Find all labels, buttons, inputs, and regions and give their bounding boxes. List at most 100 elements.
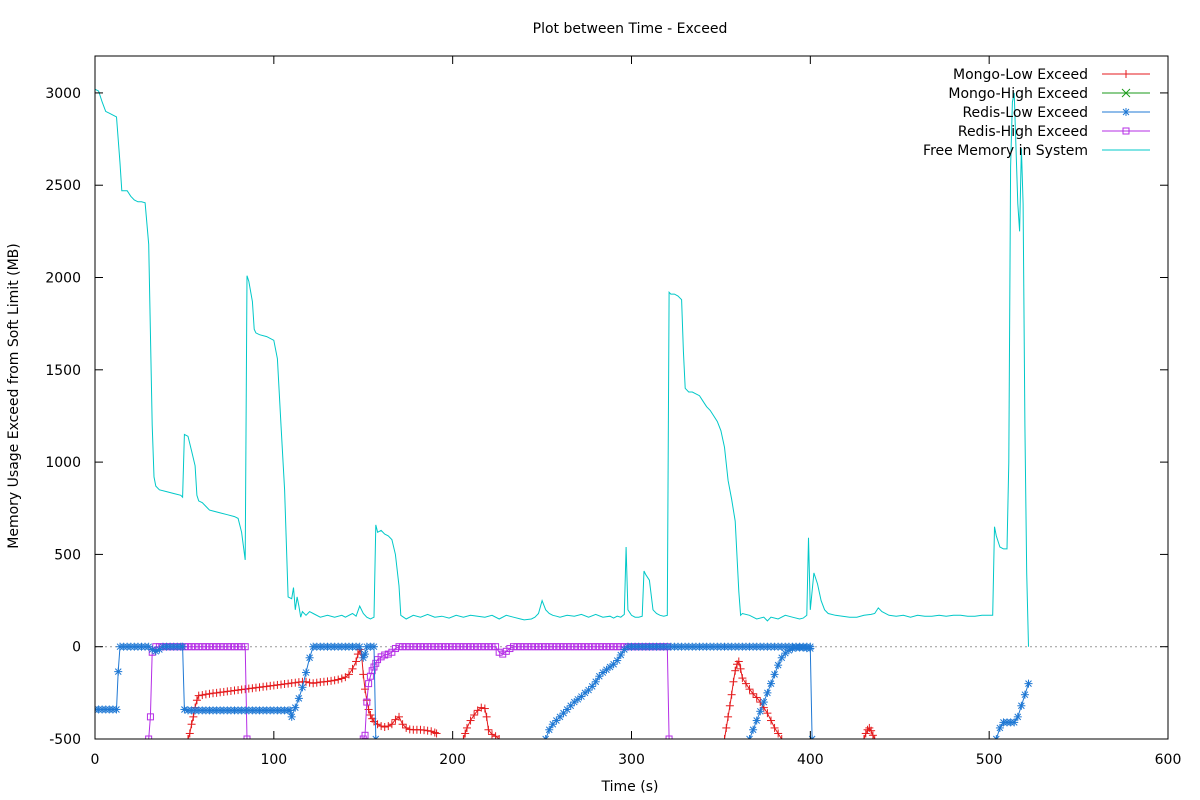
data-point-redis-high-exceed	[513, 643, 521, 651]
data-point-redis-high-exceed	[365, 680, 373, 688]
data-point-mongo-low-exceed	[488, 730, 497, 739]
legend-item-mongo-high-exceed: Mongo-High Exceed	[948, 86, 1150, 102]
data-point-redis-high-exceed	[577, 643, 585, 651]
data-point-redis-high-exceed	[456, 643, 464, 651]
data-point-redis-high-exceed	[467, 643, 475, 651]
data-point-redis-high-exceed	[202, 643, 210, 651]
data-point-mongo-low-exceed	[863, 725, 872, 734]
data-point-mongo-low-exceed	[766, 716, 775, 725]
data-point-mongo-low-exceed	[212, 688, 221, 697]
data-point-redis-high-exceed	[517, 643, 525, 651]
data-point-mongo-low-exceed	[194, 691, 203, 700]
data-point-redis-high-exceed	[509, 643, 517, 651]
data-point-redis-low-exceed	[777, 653, 786, 662]
y-axis-label: Memory Usage Exceed from Soft Limit (MB)	[6, 243, 22, 548]
y-tick-label: 3000	[45, 86, 81, 102]
x-axis-label: Time (s)	[601, 779, 659, 795]
data-point-mongo-low-exceed	[373, 720, 382, 729]
data-point-redis-high-exceed	[359, 735, 367, 739]
data-point-redis-low-exceed	[766, 679, 775, 688]
legend-item-redis-high-exceed: Redis-High Exceed	[958, 124, 1150, 140]
data-point-redis-low-exceed	[774, 661, 783, 670]
data-point-redis-high-exceed	[198, 643, 206, 651]
legend-marker	[1122, 70, 1130, 78]
data-point-redis-low-exceed	[305, 653, 314, 662]
data-point-mongo-low-exceed	[323, 677, 332, 686]
data-point-mongo-low-exceed	[430, 728, 439, 737]
data-point-redis-high-exceed	[395, 643, 403, 651]
data-point-redis-high-exceed	[361, 731, 369, 739]
data-point-mongo-low-exceed	[484, 725, 493, 734]
data-point-redis-high-exceed	[230, 643, 238, 651]
data-point-mongo-low-exceed	[387, 720, 396, 729]
series-line-mongo-low-exceed-2	[724, 660, 783, 739]
data-point-mongo-low-exceed	[344, 670, 353, 679]
data-point-mongo-low-exceed	[402, 723, 411, 732]
data-point-mongo-low-exceed	[741, 679, 750, 688]
data-point-redis-high-exceed	[452, 643, 460, 651]
data-point-redis-low-exceed	[541, 735, 550, 739]
data-point-redis-high-exceed	[538, 643, 546, 651]
data-point-redis-high-exceed	[599, 643, 607, 651]
legend-label: Mongo-High Exceed	[948, 86, 1088, 102]
data-point-mongo-low-exceed	[398, 720, 407, 729]
data-point-redis-high-exceed	[570, 643, 578, 651]
data-point-mongo-low-exceed	[420, 726, 429, 735]
data-point-redis-low-exceed	[548, 720, 557, 729]
data-point-mongo-low-exceed	[731, 666, 740, 675]
data-point-mongo-low-exceed	[495, 735, 504, 739]
data-point-redis-low-exceed	[291, 703, 300, 712]
data-point-redis-low-exceed	[285, 706, 294, 715]
data-point-mongo-low-exceed	[309, 679, 318, 688]
data-point-mongo-low-exceed	[262, 682, 271, 691]
data-point-redis-low-exceed	[545, 725, 554, 734]
data-point-redis-high-exceed	[409, 643, 417, 651]
x-tick-label: 0	[91, 752, 100, 768]
data-point-redis-low-exceed	[1010, 718, 1019, 727]
data-point-redis-low-exceed	[148, 645, 157, 654]
data-point-redis-high-exceed	[377, 653, 385, 661]
y-tick-label: 1000	[45, 455, 81, 471]
data-point-redis-high-exceed	[424, 643, 432, 651]
data-point-redis-high-exceed	[488, 643, 496, 651]
data-point-redis-high-exceed	[413, 643, 421, 651]
data-point-mongo-low-exceed	[870, 735, 879, 739]
data-point-mongo-low-exceed	[380, 723, 389, 732]
data-point-mongo-low-exceed	[745, 685, 754, 694]
x-tick-label: 500	[976, 752, 1003, 768]
data-point-redis-high-exceed	[234, 643, 242, 651]
series-free-memory-in-system	[95, 88, 1029, 647]
data-point-redis-high-exceed	[220, 643, 228, 651]
chart-title: Plot between Time - Exceed	[533, 21, 728, 37]
data-point-redis-high-exceed	[227, 643, 235, 651]
data-point-redis-low-exceed	[749, 725, 758, 734]
data-point-redis-low-exceed	[756, 707, 765, 716]
data-point-redis-low-exceed	[745, 735, 754, 739]
data-point-redis-high-exceed	[146, 713, 154, 721]
data-point-redis-low-exceed	[369, 642, 378, 651]
data-point-redis-high-exceed	[459, 643, 467, 651]
data-point-mongo-low-exceed	[348, 664, 357, 673]
data-point-redis-high-exceed	[545, 643, 553, 651]
data-point-redis-low-exceed	[355, 642, 364, 651]
data-point-mongo-low-exceed	[427, 727, 436, 736]
data-point-mongo-low-exceed	[330, 676, 339, 685]
y-tick-label: 0	[72, 640, 81, 656]
data-point-redis-low-exceed	[302, 668, 311, 677]
data-point-redis-high-exceed	[495, 648, 503, 656]
legend-label: Redis-High Exceed	[958, 124, 1088, 140]
data-point-redis-high-exceed	[381, 651, 389, 659]
data-point-mongo-low-exceed	[722, 723, 731, 732]
data-point-redis-high-exceed	[588, 643, 596, 651]
data-point-mongo-low-exceed	[736, 664, 745, 673]
data-point-redis-high-exceed	[416, 643, 424, 651]
data-point-redis-high-exceed	[388, 648, 396, 656]
data-point-redis-high-exceed	[420, 643, 428, 651]
legend-marker	[1121, 88, 1131, 98]
data-point-redis-high-exceed	[506, 645, 514, 653]
data-point-mongo-low-exceed	[470, 711, 479, 720]
data-point-redis-low-exceed	[763, 688, 772, 697]
data-point-redis-high-exceed	[527, 643, 535, 651]
data-point-mongo-low-exceed	[466, 716, 475, 725]
